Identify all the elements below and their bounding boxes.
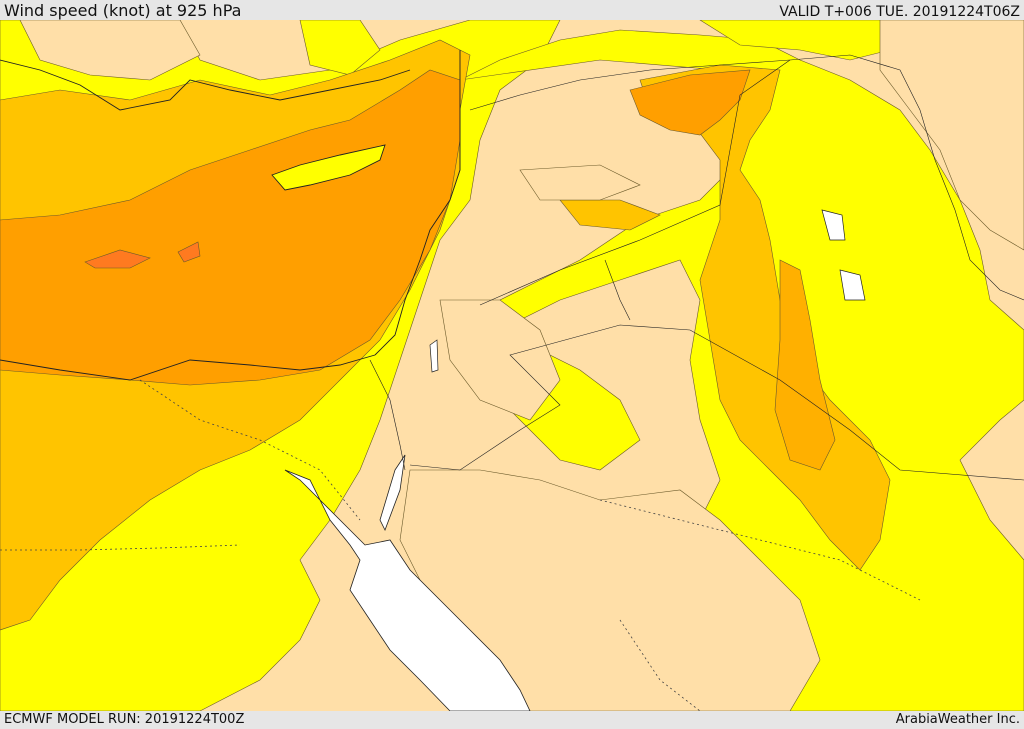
wind-light-northeast: [699, 20, 901, 61]
border-syria-iraq: [479, 59, 791, 306]
wind-strong-levant: [0, 69, 461, 386]
border-egypt-israel: [369, 359, 406, 471]
wind-moderate-patch: [559, 199, 661, 231]
admin-line-4: [619, 619, 701, 711]
wind-strong-east: [629, 69, 751, 136]
bottom-bar: [0, 711, 1024, 729]
dead-sea: [429, 339, 439, 373]
border-syria-jordan: [604, 259, 631, 321]
cyprus: [271, 144, 386, 191]
wind-strong-band: [774, 259, 836, 471]
coastline-levant: [374, 50, 461, 356]
border-iraq-iran: [789, 54, 1024, 301]
gulf-of-aqaba: [379, 454, 406, 531]
coastline-north-africa: [0, 354, 376, 381]
admin-line-3: [0, 544, 241, 551]
calm-patch-jordan: [439, 299, 561, 421]
calm-patch-syria: [519, 164, 641, 201]
calm-patch-iraq: [879, 20, 1024, 251]
lake-razazza: [839, 269, 866, 301]
top-bar: [0, 0, 1024, 20]
wind-very-strong-2: [177, 241, 201, 263]
valid-time: VALID T+006 TUE. 20191224T06Z: [779, 4, 1020, 20]
map-title: Wind speed (knot) at 925 hPa: [4, 1, 242, 20]
coastline-turkey: [0, 59, 411, 111]
wind-light-north: [299, 20, 381, 76]
border-turkey-syria: [469, 59, 791, 111]
model-run: ECMWF MODEL RUN: 20191224T00Z: [4, 712, 245, 727]
credit: ArabiaWeather Inc.: [895, 712, 1020, 727]
wind-very-strong: [84, 249, 151, 269]
red-sea: [284, 469, 531, 711]
lake-tharthar: [821, 209, 846, 241]
calm-patch-northwest: [19, 20, 201, 81]
border-jordan-saudi: [409, 324, 1024, 481]
admin-line-1: [139, 379, 361, 521]
wind-speed-map: [0, 20, 1024, 711]
